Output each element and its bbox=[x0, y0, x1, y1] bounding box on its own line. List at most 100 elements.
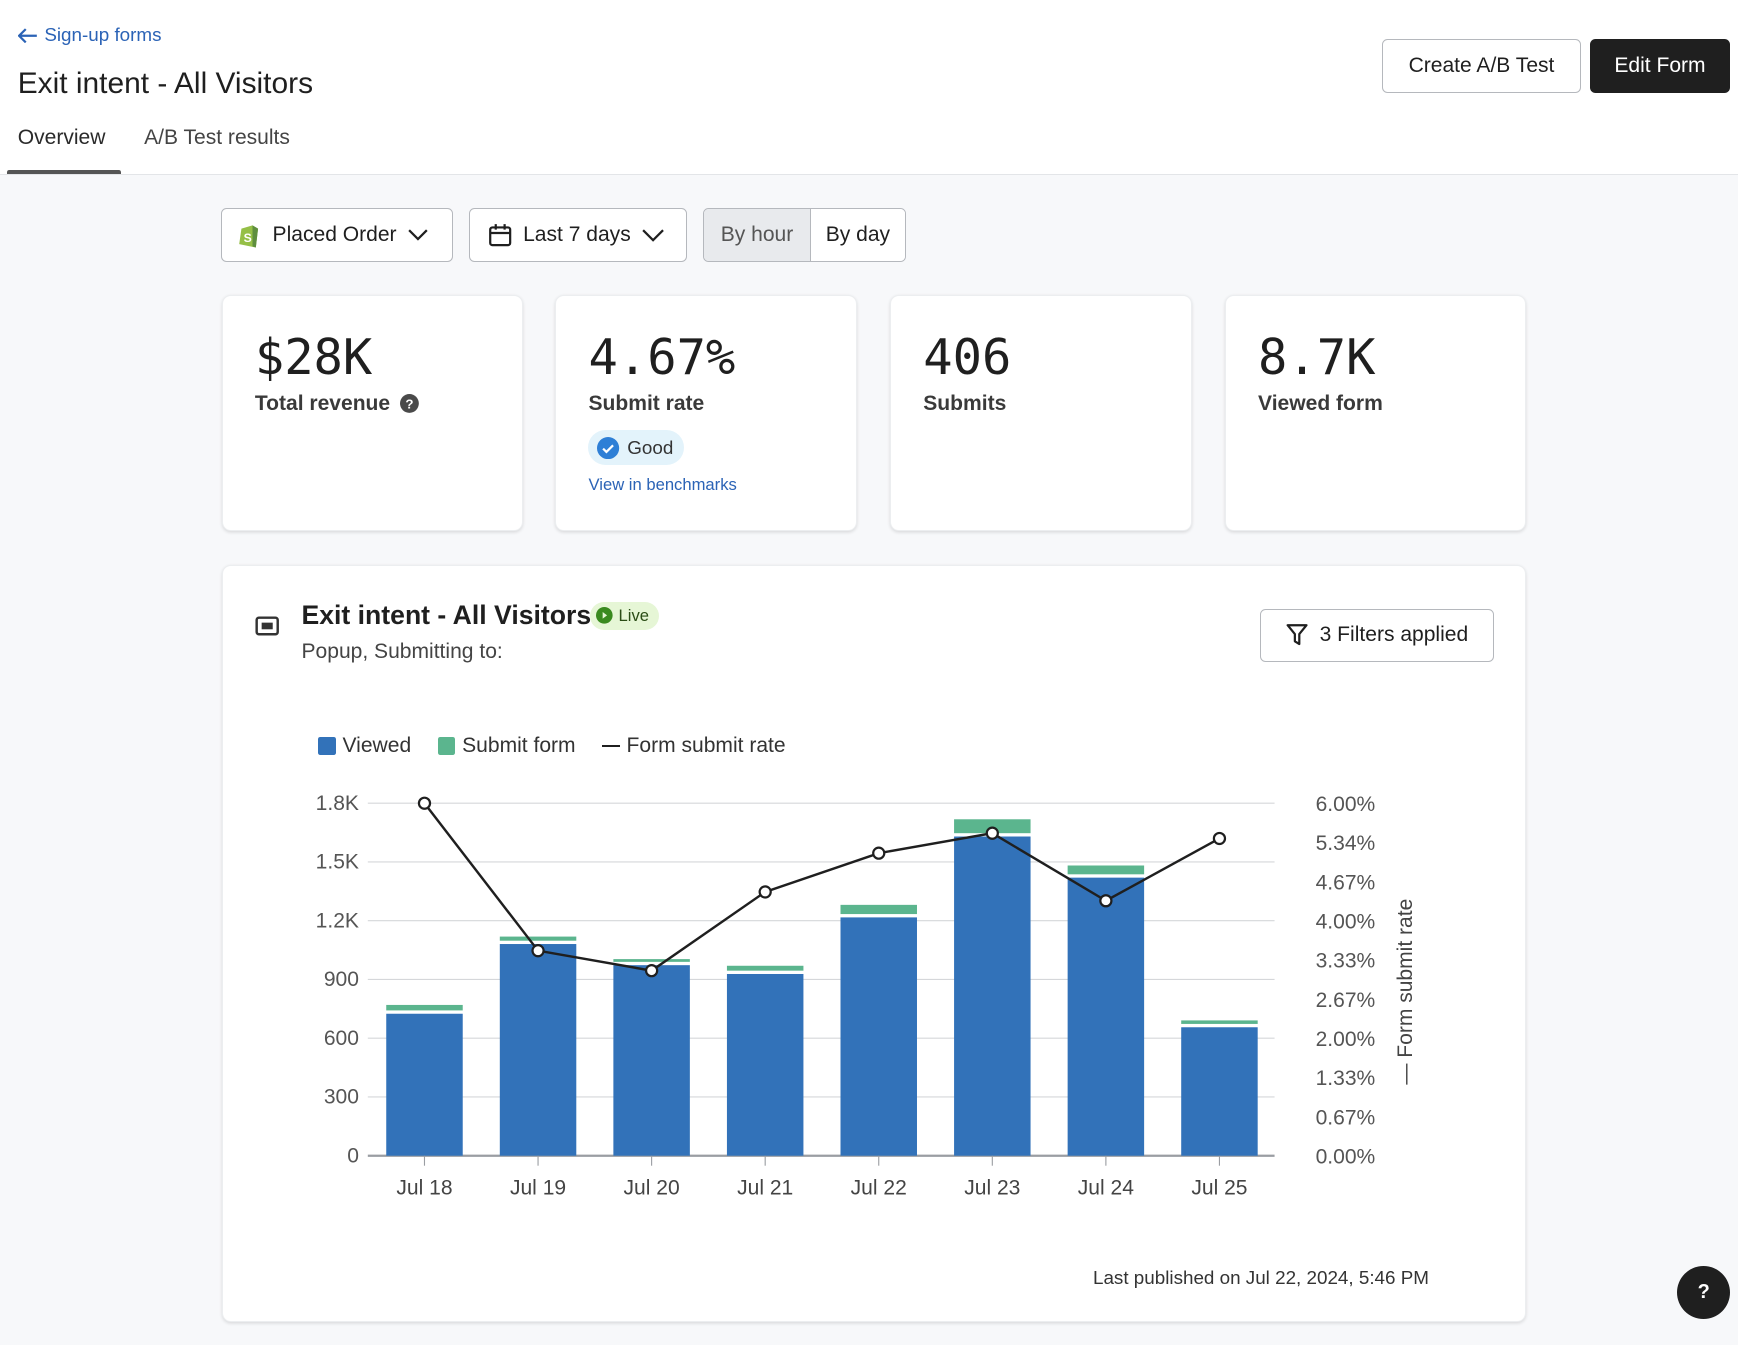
x-tick-label: Jul 22 bbox=[851, 1177, 907, 1200]
legend-viewed[interactable]: Viewed bbox=[342, 733, 412, 757]
tab-ab-test-results[interactable]: A/B Test results bbox=[144, 126, 290, 150]
bar-submit-form bbox=[954, 819, 1031, 834]
bar-submit-form bbox=[840, 905, 918, 915]
x-tick-label: Jul 20 bbox=[624, 1177, 680, 1200]
rate-point bbox=[1212, 832, 1227, 846]
bar-viewed bbox=[840, 917, 918, 1157]
bar-submit-form bbox=[1181, 1020, 1258, 1025]
calendar-icon bbox=[488, 223, 511, 247]
bar-viewed bbox=[1181, 1027, 1258, 1157]
legend-swatch-viewed bbox=[318, 736, 336, 755]
rate-point bbox=[1099, 894, 1113, 908]
arrow-left-icon bbox=[17, 27, 37, 43]
date-range-dropdown[interactable]: Last 7 days bbox=[468, 208, 688, 262]
bar-submit-form bbox=[727, 966, 804, 972]
stat-card-viewed-form: 8.7K Viewed form bbox=[1224, 294, 1527, 531]
popup-icon bbox=[255, 616, 279, 636]
granularity-toggle: By hour By day bbox=[702, 208, 906, 262]
by-day-button[interactable]: By day bbox=[810, 209, 905, 261]
y-right-tick-label: 2.67% bbox=[1316, 989, 1376, 1012]
form-title: Exit intent - All Visitors bbox=[301, 599, 592, 630]
live-status-badge: Live bbox=[589, 601, 659, 630]
y-right-tick-label: 1.33% bbox=[1316, 1068, 1376, 1091]
stat-label-text: Total revenue bbox=[254, 392, 391, 416]
bar-viewed bbox=[954, 836, 1031, 1157]
help-button[interactable]: ? bbox=[1677, 1265, 1731, 1320]
shopify-bag-icon: S bbox=[239, 225, 259, 248]
help-circle-icon[interactable]: ? bbox=[400, 393, 420, 413]
stat-label: Viewed form bbox=[1258, 392, 1383, 416]
submissions-chart: 0 300 600 900 1.2K 1.5K 1.8K 0.00% 0.67% 1.33% 2.0… bbox=[316, 792, 1417, 1200]
x-tick-label: Jul 25 bbox=[1192, 1177, 1248, 1200]
by-hour-button[interactable]: By hour bbox=[703, 209, 811, 261]
date-range-label: Last 7 days bbox=[523, 222, 631, 246]
y-right-tick-label: 6.00% bbox=[1316, 793, 1376, 816]
x-tick-label: Jul 19 bbox=[510, 1177, 566, 1200]
bar-viewed bbox=[727, 974, 804, 1157]
x-tick-label: Jul 23 bbox=[964, 1177, 1020, 1200]
stat-value: 4.67% bbox=[588, 329, 736, 387]
rate-line bbox=[423, 802, 1221, 973]
x-tick-label: Jul 24 bbox=[1078, 1177, 1134, 1200]
stat-card-total-revenue: $28K Total revenue ? bbox=[221, 294, 524, 531]
legend-submit-form[interactable]: Submit form bbox=[462, 733, 576, 757]
bar-viewed bbox=[500, 944, 577, 1157]
bar-submit-form bbox=[500, 937, 577, 942]
x-tick-label: Jul 18 bbox=[397, 1177, 453, 1200]
chevron-down-icon bbox=[642, 229, 664, 242]
bar-viewed bbox=[386, 1014, 463, 1157]
stat-card-submit-rate: 4.67% Submit rate Good View in benchmark… bbox=[555, 294, 857, 531]
metric-dropdown-label: Placed Order bbox=[272, 222, 397, 246]
benchmark-badge: Good bbox=[588, 429, 685, 466]
y-right-tick-label: 4.00% bbox=[1316, 911, 1376, 934]
svg-text:S: S bbox=[244, 231, 252, 245]
y-left-tick-label: 600 bbox=[324, 1027, 359, 1050]
rate-point bbox=[758, 885, 773, 900]
chart-legend: Viewed Submit form Form submit rate bbox=[318, 733, 786, 758]
filter-icon bbox=[1286, 624, 1308, 646]
rate-point bbox=[645, 964, 659, 978]
live-status-label: Live bbox=[618, 605, 649, 625]
page-title: Exit intent - All Visitors bbox=[17, 66, 314, 100]
metric-dropdown[interactable]: S Placed Order bbox=[220, 208, 454, 262]
bar-submit-form bbox=[1067, 865, 1145, 875]
y-left-tick-label: 0 bbox=[347, 1145, 359, 1168]
y-right-tick-label: 0.67% bbox=[1316, 1107, 1376, 1130]
y-right-tick-label: 2.00% bbox=[1316, 1028, 1376, 1051]
rate-point bbox=[985, 826, 1000, 841]
legend-line-rate bbox=[602, 744, 620, 747]
rate-point bbox=[872, 846, 886, 861]
bar-submit-form bbox=[386, 1005, 463, 1011]
create-ab-test-button[interactable]: Create A/B Test bbox=[1382, 38, 1581, 94]
y-right-tick-label: 3.33% bbox=[1316, 950, 1376, 973]
legend-form-submit-rate[interactable]: Form submit rate bbox=[626, 733, 786, 757]
y-right-tick-label: 4.67% bbox=[1316, 872, 1376, 895]
bar-viewed bbox=[613, 965, 691, 1157]
filters-applied-label: 3 Filters applied bbox=[1319, 623, 1469, 647]
filters-applied-button[interactable]: 3 Filters applied bbox=[1260, 608, 1495, 662]
stat-label: Submits bbox=[923, 392, 1007, 416]
benchmark-badge-label: Good bbox=[627, 436, 674, 458]
bar-submit-form bbox=[613, 959, 691, 963]
stat-value: $28K bbox=[254, 329, 373, 387]
view-in-benchmarks-link[interactable]: View in benchmarks bbox=[588, 475, 737, 495]
y-right-axis-title: — Form submit rate bbox=[1394, 899, 1417, 1085]
bar-viewed bbox=[1067, 878, 1145, 1157]
y-left-tick-label: 1.5K bbox=[316, 851, 359, 874]
stat-value: 406 bbox=[923, 329, 1012, 387]
svg-text:?: ? bbox=[406, 396, 414, 411]
check-circle-icon bbox=[597, 436, 620, 459]
stat-value: 8.7K bbox=[1258, 329, 1376, 387]
y-left-tick-label: 1.2K bbox=[316, 910, 359, 933]
stat-card-submits: 406 Submits bbox=[890, 294, 1192, 531]
y-right-tick-label: 0.00% bbox=[1316, 1146, 1376, 1169]
y-right-tick-label: 5.34% bbox=[1316, 833, 1376, 856]
y-left-tick-label: 1.8K bbox=[316, 792, 359, 815]
back-link[interactable]: Sign-up forms bbox=[17, 24, 162, 46]
chevron-down-icon bbox=[407, 229, 428, 241]
stat-label: Submit rate bbox=[588, 392, 705, 416]
rate-point bbox=[418, 797, 432, 811]
y-left-tick-label: 900 bbox=[324, 969, 359, 992]
edit-form-button[interactable]: Edit Form bbox=[1589, 38, 1731, 94]
tab-overview[interactable]: Overview bbox=[17, 126, 106, 150]
